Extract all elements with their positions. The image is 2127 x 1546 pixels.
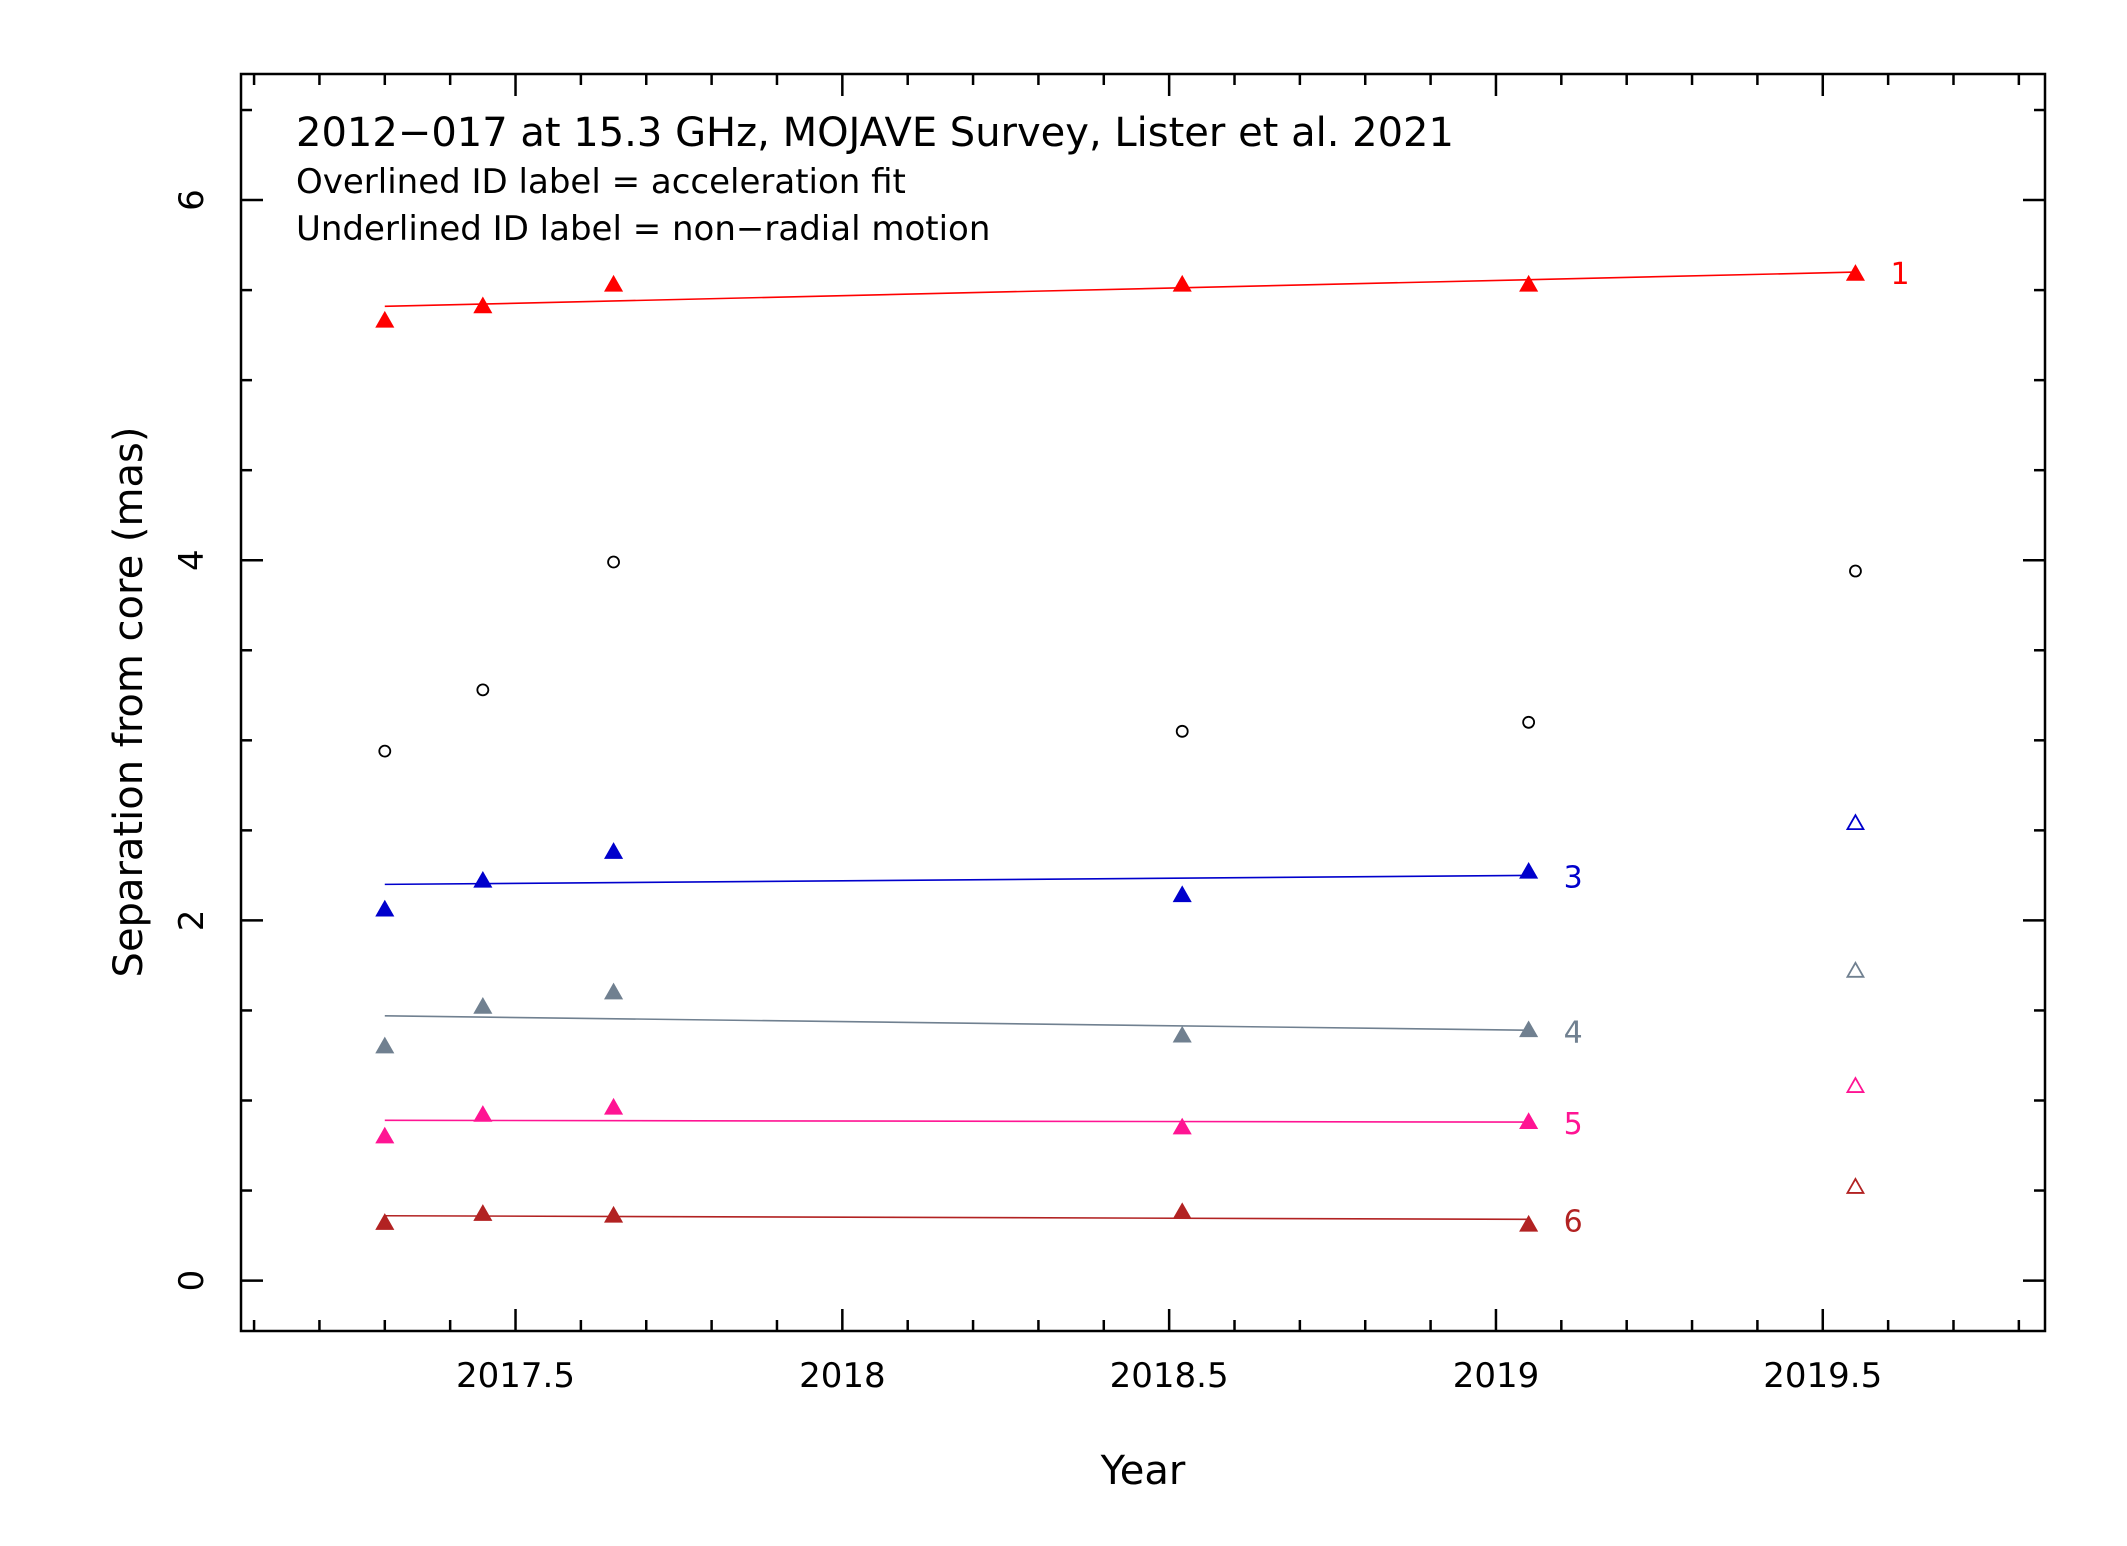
point-series-4 bbox=[1519, 1020, 1539, 1038]
point-open-circle bbox=[607, 555, 620, 569]
id-label-6: 6 bbox=[1564, 1204, 1583, 1239]
point-series-6 bbox=[1172, 1202, 1192, 1220]
point-open-circle bbox=[476, 683, 490, 697]
point-open-triangle bbox=[1845, 961, 1866, 978]
point-open-triangle bbox=[1845, 1076, 1866, 1093]
y-tick-label: 0 bbox=[172, 1270, 212, 1292]
fit-line-1 bbox=[384, 271, 1856, 308]
point-series-4 bbox=[473, 997, 493, 1014]
legend-note-overline: Overlined ID label = acceleration fit bbox=[296, 162, 906, 202]
y-tick-label: 2 bbox=[172, 910, 212, 932]
point-series-3 bbox=[1172, 885, 1192, 903]
fit-line-3 bbox=[384, 874, 1529, 886]
point-series-6 bbox=[1519, 1214, 1539, 1232]
fit-line-5 bbox=[384, 1119, 1529, 1123]
point-open-triangle bbox=[1845, 1177, 1866, 1194]
y-tick-label: 6 bbox=[172, 189, 212, 211]
x-tick-label: 2019.5 bbox=[1763, 1356, 1882, 1396]
point-series-6 bbox=[473, 1204, 493, 1221]
y-tick-label: 4 bbox=[172, 549, 212, 571]
point-series-1 bbox=[1172, 274, 1192, 292]
y-axis-label: Separation from core (mas) bbox=[106, 427, 152, 978]
point-series-5 bbox=[604, 1097, 624, 1115]
id-label-5: 5 bbox=[1564, 1107, 1583, 1142]
point-series-3 bbox=[375, 899, 395, 917]
point-series-4 bbox=[604, 982, 624, 1000]
id-label-3: 3 bbox=[1564, 860, 1583, 895]
x-tick-label: 2018.5 bbox=[1110, 1356, 1229, 1396]
legend-note-underline: Underlined ID label = non−radial motion bbox=[296, 209, 990, 249]
point-series-5 bbox=[473, 1105, 493, 1122]
point-series-1 bbox=[375, 310, 395, 328]
x-tick-label: 2019 bbox=[1453, 1356, 1540, 1396]
point-series-1 bbox=[1519, 274, 1539, 292]
x-tick-label: 2017.5 bbox=[456, 1356, 575, 1396]
point-series-3 bbox=[473, 870, 493, 888]
point-series-3 bbox=[1519, 861, 1539, 879]
point-open-circle bbox=[378, 744, 392, 758]
data-marks: 1 3 4 5 6 bbox=[375, 257, 1910, 1239]
chart-title: 2012−017 at 15.3 GHz, MOJAVE Survey, Lis… bbox=[296, 110, 1454, 156]
point-series-4 bbox=[1172, 1025, 1192, 1043]
point-series-5 bbox=[1519, 1112, 1539, 1130]
point-series-6 bbox=[604, 1205, 624, 1223]
fit-line-4 bbox=[384, 1015, 1529, 1032]
id-label-1: 1 bbox=[1890, 257, 1909, 292]
fit-line-6 bbox=[384, 1214, 1529, 1221]
point-series-1 bbox=[473, 296, 493, 314]
point-series-6 bbox=[375, 1213, 395, 1230]
point-open-circle bbox=[1175, 724, 1189, 738]
x-axis-label: Year bbox=[1100, 1448, 1186, 1494]
plot-frame bbox=[239, 72, 2047, 1333]
point-series-4 bbox=[375, 1036, 395, 1054]
point-series-5 bbox=[375, 1126, 395, 1144]
point-series-1 bbox=[1845, 264, 1866, 281]
x-tick-label: 2018 bbox=[799, 1356, 886, 1396]
point-open-triangle bbox=[1845, 813, 1866, 831]
id-label-4: 4 bbox=[1564, 1015, 1583, 1050]
point-series-5 bbox=[1172, 1117, 1192, 1135]
point-open-circle bbox=[1849, 564, 1862, 578]
point-open-circle bbox=[1522, 715, 1536, 729]
point-series-3 bbox=[604, 842, 624, 859]
axis-ticks: 2017.5 2018 2018.5 2019 2019.5 0 2 4 6 bbox=[172, 74, 2045, 1396]
point-series-1 bbox=[604, 274, 624, 292]
